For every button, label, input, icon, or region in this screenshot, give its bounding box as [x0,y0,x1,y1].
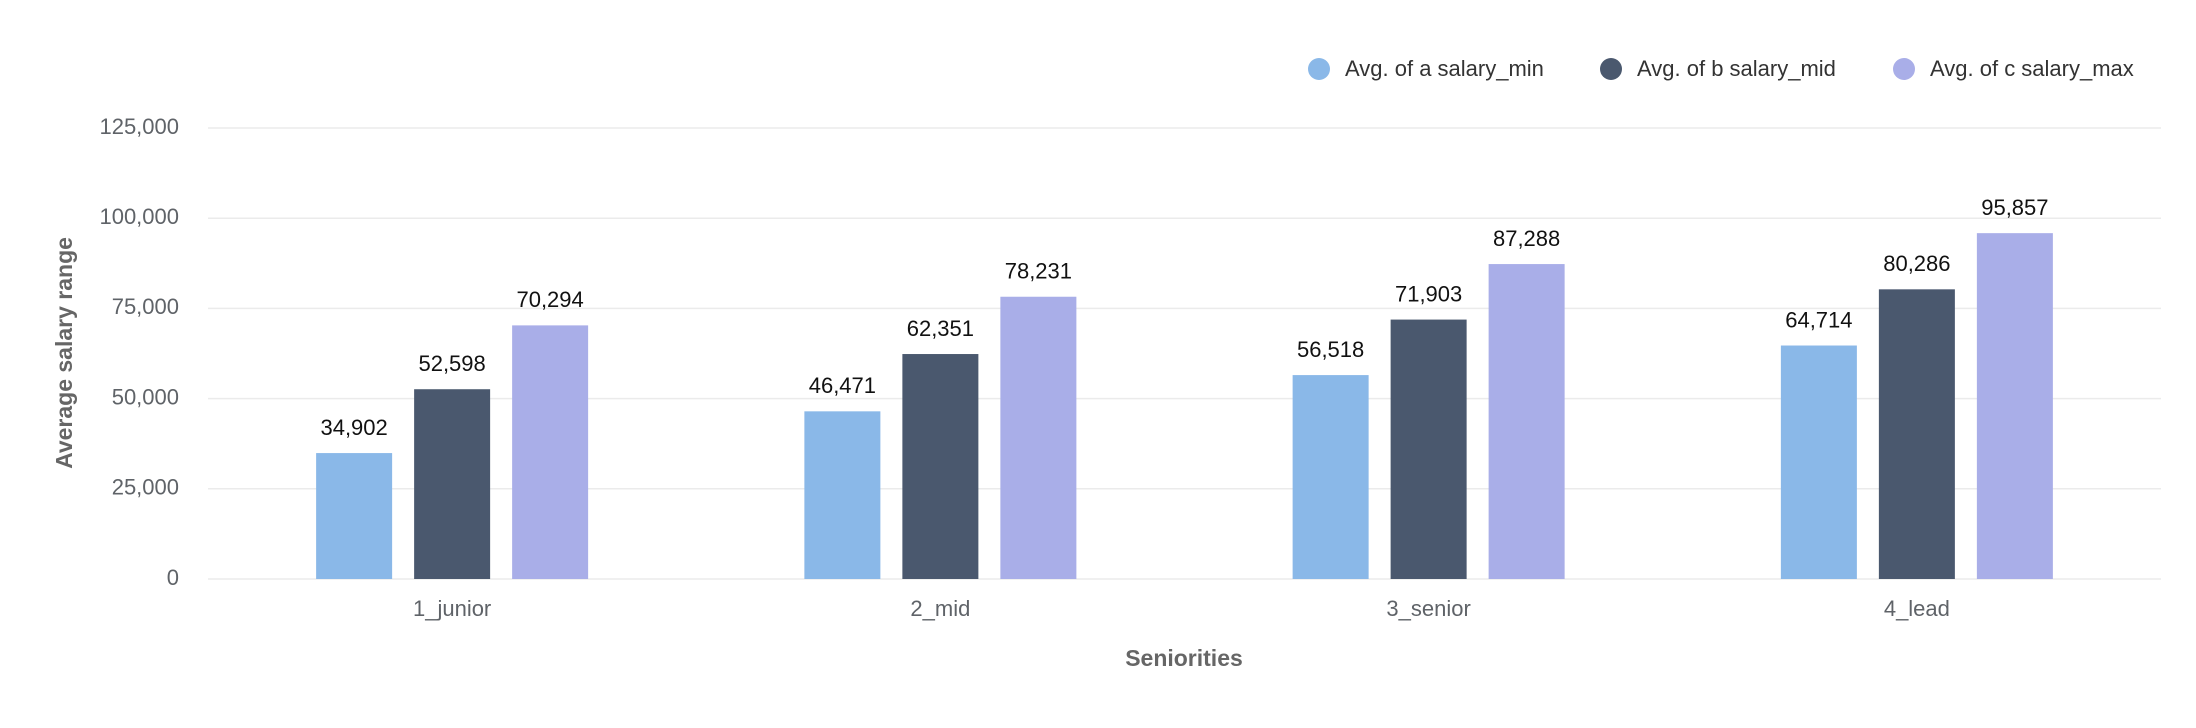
data-label: 80,286 [1883,251,1950,276]
y-tick-label: 100,000 [99,204,179,229]
data-label: 70,294 [516,287,583,312]
bar [1292,375,1369,579]
data-label: 52,598 [418,351,485,376]
data-label: 78,231 [1005,259,1072,284]
data-label: 34,902 [320,415,387,440]
legend-label: Avg. of a salary_min [1345,56,1544,81]
legend-marker [1600,58,1622,80]
bar [1000,296,1077,579]
data-label: 64,714 [1785,307,1852,332]
y-tick-label: 75,000 [112,294,179,319]
bar [512,325,589,579]
data-label: 56,518 [1297,337,1364,362]
data-label: 87,288 [1493,226,1560,251]
legend-label: Avg. of b salary_mid [1637,56,1836,81]
x-tick-label: 2_mid [910,596,970,621]
y-axis-title: Average salary range [51,237,77,469]
legend-marker [1308,58,1330,80]
bar [1488,264,1565,579]
y-tick-label: 0 [167,565,179,590]
y-tick-label: 25,000 [112,475,179,500]
x-axis-title: Seniorities [1125,645,1243,671]
bar [316,453,393,579]
bar [902,354,979,579]
data-label: 95,857 [1981,195,2048,220]
x-tick-label: 4_lead [1884,596,1950,621]
y-tick-label: 125,000 [99,114,179,139]
data-label: 46,471 [809,373,876,398]
data-label: 62,351 [907,316,974,341]
legend-label: Avg. of c salary_max [1930,56,2134,81]
data-label: 71,903 [1395,281,1462,306]
bar [1390,319,1467,579]
bar [414,389,491,579]
x-tick-label: 1_junior [413,596,491,621]
bar [1878,289,1955,579]
bar [804,411,881,579]
bar [1976,233,2053,579]
legend-marker [1893,58,1915,80]
y-tick-label: 50,000 [112,384,179,409]
x-tick-label: 3_senior [1386,596,1470,621]
bar [1780,345,1857,579]
